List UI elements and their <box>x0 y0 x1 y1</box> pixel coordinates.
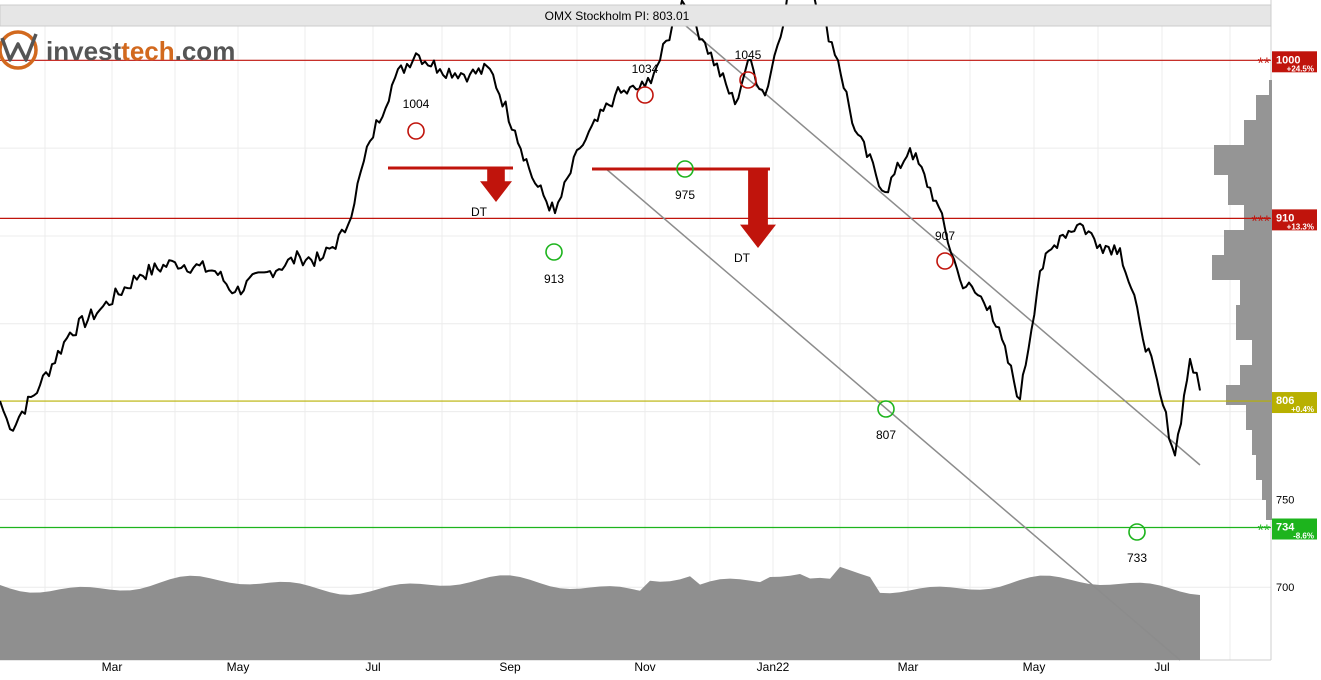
logo-mark-icon <box>0 30 38 70</box>
logo-text-dark: invest <box>46 36 121 66</box>
volume-profile-bar <box>1226 385 1272 405</box>
logo-text-suffix: .com <box>175 36 236 66</box>
trough-marker-icon <box>1128 523 1146 541</box>
level-value: 1000 <box>1276 54 1300 66</box>
peak-label: 907 <box>935 229 955 243</box>
extreme-markers: 1004 1034 1045 907 913 975 807 733 <box>403 48 1148 565</box>
channel-upper-line <box>685 25 1201 466</box>
x-tick-label: Mar <box>898 660 919 674</box>
trough-marker-icon <box>545 243 563 261</box>
y-tick-label: 750 <box>1276 494 1294 506</box>
y-axis-ticks: 1100750700 <box>1276 494 1294 594</box>
volume-profile <box>1212 80 1272 520</box>
x-tick-label: Jan22 <box>757 660 790 674</box>
support-resistance-lines <box>0 59 1271 529</box>
x-tick-label: Sep <box>499 660 521 674</box>
x-axis-ticks: Mar May Jul Sep Nov Jan22 Mar May Jul <box>102 660 1170 674</box>
level-percent: +24.5% <box>1287 64 1314 73</box>
peak-label: 1004 <box>403 97 430 111</box>
chart-title: OMX Stockholm PI: 803.01 <box>545 9 690 23</box>
level-value: 910 <box>1276 212 1294 224</box>
level-label-box <box>1272 518 1317 540</box>
level-value: 806 <box>1276 395 1294 407</box>
trough-label: 975 <box>675 188 695 202</box>
trough-marker-icon <box>877 400 895 418</box>
level-percent: -8.6% <box>1293 532 1314 541</box>
x-tick-label: May <box>1023 660 1046 674</box>
volume-profile-bar <box>1236 305 1272 340</box>
level-percent: +0.4% <box>1291 405 1314 414</box>
volume-profile-bar <box>1246 405 1272 430</box>
peak-marker-icon <box>636 86 654 104</box>
volume-profile-bar <box>1240 365 1272 385</box>
logo: investtech.com <box>0 30 235 70</box>
volume-profile-bar <box>1269 80 1272 95</box>
price-line <box>0 0 1201 457</box>
level-label-box <box>1272 392 1317 414</box>
volume-profile-bar <box>1244 205 1272 230</box>
trough-label: 807 <box>876 428 896 442</box>
peak-marker-icon <box>739 71 757 89</box>
trough-label: 733 <box>1127 551 1147 565</box>
y-tick-label: 700 <box>1276 582 1294 594</box>
volume-profile-bar <box>1262 480 1272 500</box>
level-strength-stars: ** <box>1258 523 1270 540</box>
level-labels: 1000+24.5% ** 910+13.3% *** 806+0.4% 734-8.6%… <box>1251 51 1317 541</box>
x-tick-label: Mar <box>102 660 123 674</box>
peak-label: 1045 <box>735 48 762 62</box>
x-tick-label: Nov <box>634 660 655 674</box>
level-value: 734 <box>1276 522 1295 534</box>
peak-marker-icon <box>407 122 425 140</box>
trend-channel <box>604 25 1201 661</box>
logo-text-accent: tech <box>121 36 174 66</box>
level-strength-stars: *** <box>1251 213 1270 230</box>
level-percent: +13.3% <box>1287 222 1314 231</box>
volume-profile-bar <box>1252 430 1272 455</box>
volume-profile-bar <box>1214 145 1272 175</box>
sell-arrow-icon <box>480 168 512 202</box>
sell-arrow-icon <box>740 169 776 248</box>
peak-marker-icon <box>936 252 954 270</box>
volume-profile-bar <box>1252 340 1272 365</box>
volume-profile-bar <box>1256 455 1272 480</box>
x-tick-label: May <box>227 660 250 674</box>
grid <box>0 0 1272 661</box>
pattern-label: DT <box>471 205 488 219</box>
volume-profile-bar <box>1240 280 1272 305</box>
volume-profile-bar <box>1256 95 1272 120</box>
x-tick-label: Jul <box>1154 660 1169 674</box>
volume-profile-bar <box>1244 120 1272 145</box>
pattern-label: DT <box>734 251 751 265</box>
volume-profile-bar <box>1266 500 1272 520</box>
svg-text:investtech.com: investtech.com <box>46 36 235 66</box>
trough-marker-icon <box>676 160 694 178</box>
x-tick-label: Jul <box>365 660 380 674</box>
level-label-box <box>1272 209 1317 231</box>
peak-label: 1034 <box>632 62 659 76</box>
volume-profile-bar <box>1212 255 1272 280</box>
pattern-markers: DT DT <box>388 166 776 265</box>
trough-label: 913 <box>544 272 564 286</box>
volume-profile-bar <box>1228 175 1272 205</box>
chart-header <box>0 4 1272 27</box>
level-strength-stars: ** <box>1258 55 1270 72</box>
volume-area <box>0 566 1200 660</box>
level-label-box <box>1272 51 1317 73</box>
volume-profile-bar <box>1224 230 1272 255</box>
